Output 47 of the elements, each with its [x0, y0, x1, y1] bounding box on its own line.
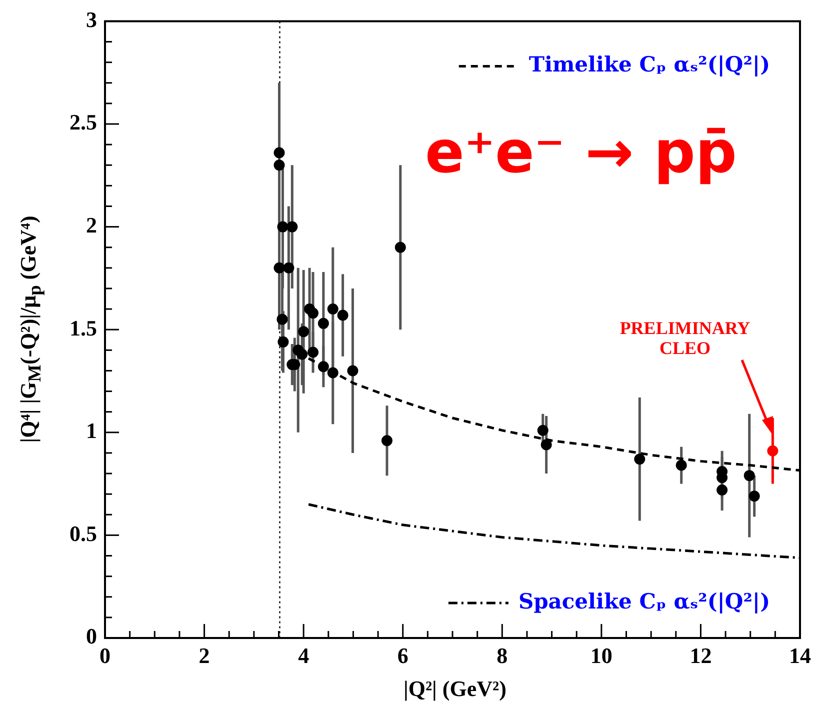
point — [537, 424, 548, 436]
point — [767, 445, 778, 456]
point — [274, 147, 285, 158]
legend-label: Spacelike Cₚ αₛ²(|Q²|) — [518, 588, 770, 614]
point — [278, 336, 289, 348]
point — [274, 160, 285, 171]
point — [274, 262, 285, 274]
point — [286, 221, 298, 232]
point — [676, 460, 687, 471]
y-tick-label: 3 — [86, 6, 97, 32]
point — [296, 348, 308, 360]
point — [308, 308, 319, 319]
point — [744, 470, 755, 482]
x-tick-label: 12 — [690, 642, 712, 668]
y-tick-label: 2 — [86, 212, 97, 238]
y-tick-label: 0 — [86, 624, 97, 649]
x-tick-label: 10 — [590, 642, 612, 668]
point — [327, 367, 338, 378]
point — [381, 435, 392, 446]
point — [337, 310, 348, 321]
point — [634, 454, 646, 465]
x-tick-label: 2 — [198, 642, 210, 668]
y-tick-label: 1.5 — [70, 315, 97, 340]
point — [277, 221, 288, 232]
point — [298, 326, 310, 338]
x-tick-label: 4 — [298, 642, 310, 668]
point — [308, 346, 319, 358]
point — [716, 484, 728, 496]
point — [347, 365, 358, 376]
y-tick-label: 2.5 — [70, 110, 97, 135]
point — [276, 314, 288, 325]
x-tick-label: 6 — [397, 642, 408, 668]
point — [327, 304, 338, 315]
point — [318, 318, 329, 329]
point — [318, 361, 329, 372]
annotation: PRELIMINARY CLEO — [618, 318, 752, 358]
point — [540, 439, 552, 450]
point — [394, 242, 406, 253]
point — [748, 490, 760, 502]
x-axis-title: |Q²| (GeV²) — [404, 676, 506, 702]
y-tick-label: 0.5 — [70, 520, 97, 546]
y-tick-label: 1 — [86, 418, 97, 444]
legend-label: Timelike Cₚ αₛ²(|Q²|) — [528, 52, 770, 77]
x-tick-label: 14 — [789, 642, 811, 668]
annotation: e⁺e⁻ → pp̄ — [425, 118, 737, 186]
point — [283, 262, 294, 274]
x-tick-label: 8 — [496, 642, 508, 668]
